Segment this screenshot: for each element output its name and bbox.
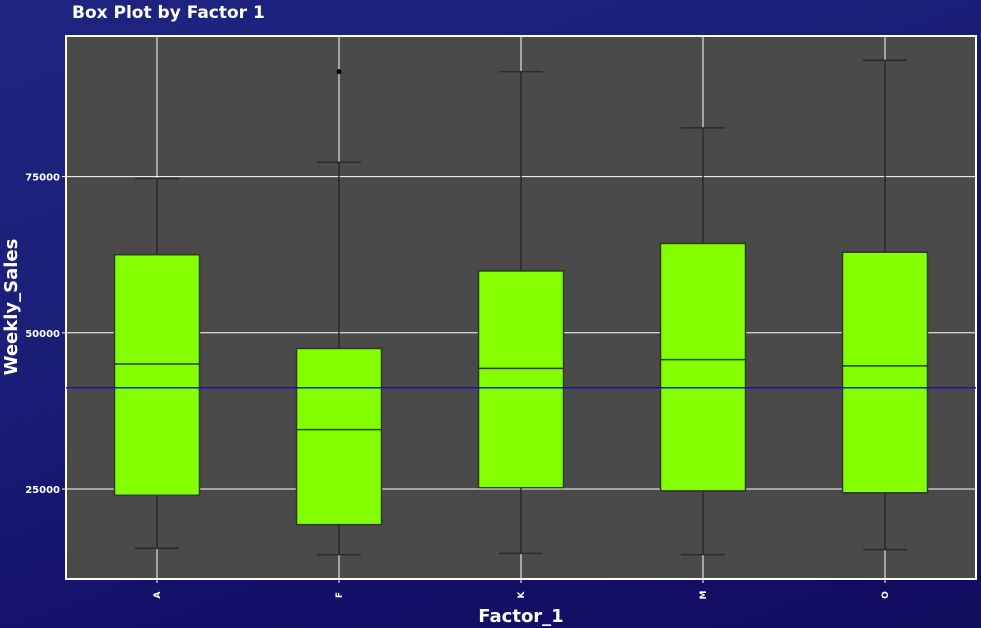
box-A	[113, 177, 201, 550]
box-O	[841, 59, 929, 551]
box-iqr	[113, 253, 201, 497]
box-iqr	[841, 251, 929, 494]
box-M	[659, 127, 747, 556]
x-axis-label: Factor_1	[478, 606, 563, 627]
x-tick-label: M	[699, 590, 709, 599]
chart-title: Box Plot by Factor 1	[72, 3, 265, 23]
box-F	[295, 69, 383, 556]
y-tick-label: 75000	[25, 173, 60, 184]
x-tick-label: K	[517, 590, 527, 598]
x-tick-label: O	[881, 591, 891, 599]
outlier-point	[336, 69, 342, 75]
x-tick-label: A	[153, 591, 163, 598]
y-tick-label: 50000	[25, 329, 60, 340]
x-tick-label: F	[335, 592, 345, 598]
box-iqr	[659, 242, 747, 492]
y-tick-label: 25000	[25, 485, 60, 496]
box-K	[477, 70, 565, 555]
box-iqr	[295, 347, 383, 526]
y-axis-label: Weekly_Sales	[1, 239, 22, 376]
box-iqr	[477, 270, 565, 489]
y-axis-ticks: 25000 50000 75000	[25, 173, 66, 496]
boxes-group	[113, 59, 929, 556]
